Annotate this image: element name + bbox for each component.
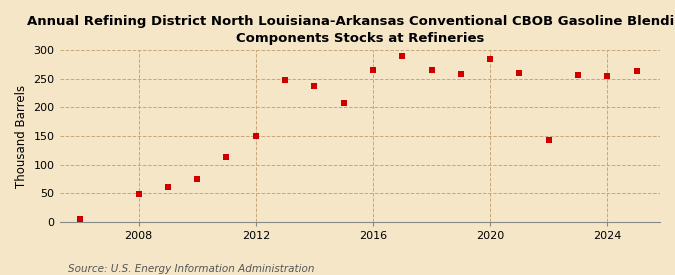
Point [221, 155, 232, 160]
Point [397, 54, 408, 58]
Title: Annual Refining District North Louisiana-Arkansas Conventional CBOB Gasoline Ble: Annual Refining District North Louisiana… [27, 15, 675, 45]
Text: Source: U.S. Energy Information Administration: Source: U.S. Energy Information Administ… [68, 264, 314, 274]
Point [309, 84, 320, 89]
Point [426, 68, 437, 73]
Point [338, 101, 349, 105]
Y-axis label: Thousand Barrels: Thousand Barrels [15, 84, 28, 188]
Point [192, 177, 202, 181]
Point [543, 138, 554, 142]
Point [163, 185, 173, 190]
Point [485, 57, 495, 61]
Point [514, 71, 524, 75]
Point [602, 74, 613, 78]
Point [631, 69, 642, 74]
Point [75, 217, 86, 221]
Point [279, 78, 290, 82]
Point [133, 192, 144, 197]
Point [456, 72, 466, 76]
Point [250, 134, 261, 138]
Point [368, 68, 379, 73]
Point [572, 73, 583, 77]
